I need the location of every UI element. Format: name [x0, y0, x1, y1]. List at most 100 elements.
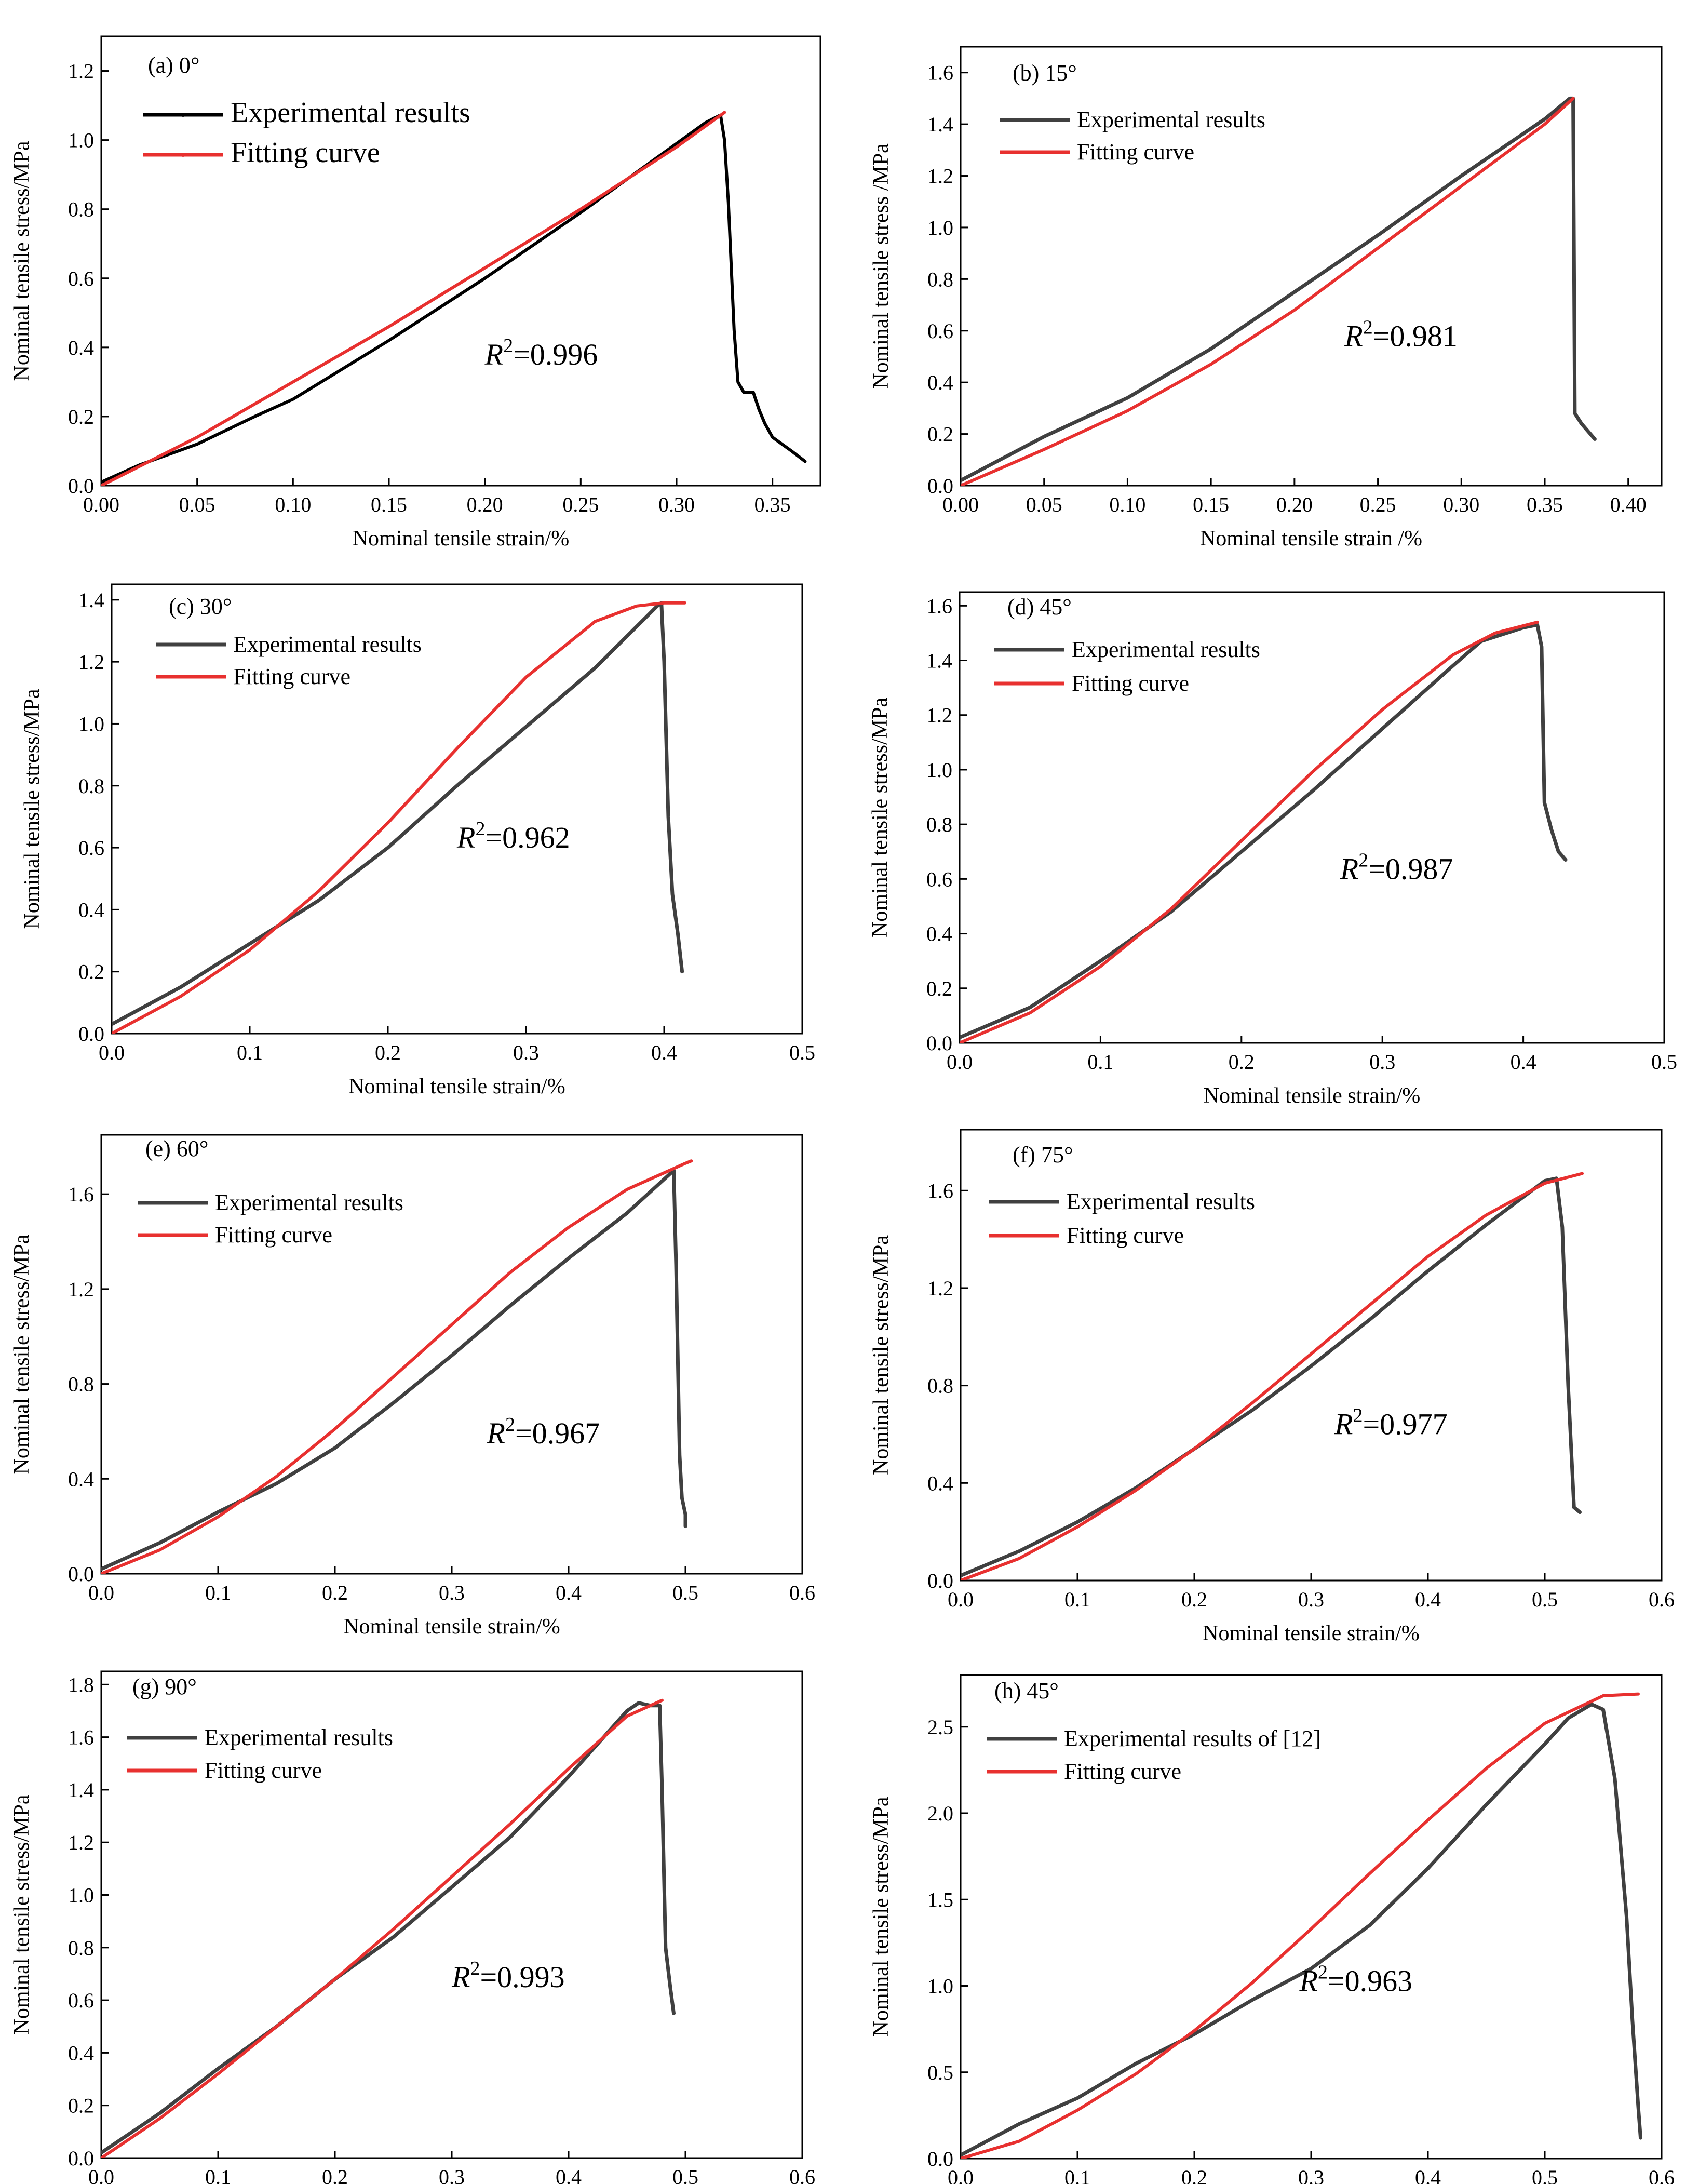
- y-tick-label: 0.0: [927, 2147, 953, 2170]
- r-squared-annotation: R2=0.996: [484, 335, 598, 371]
- r-superscript: 2: [470, 1958, 480, 1979]
- r-superscript: 2: [1358, 849, 1368, 871]
- x-tick-label: 0.10: [1109, 493, 1145, 516]
- x-axis-label: Nominal tensile strain/%: [343, 1615, 560, 1639]
- x-tick-label: 0.05: [1026, 493, 1062, 516]
- x-tick-label: 0.15: [371, 493, 407, 516]
- chart-panel-3: 0.0 0.1 0.2 0.3 0.4 0.5 0.0 0.2 0.4 0.6 0.8 1.0 1.2 1…: [20, 583, 815, 1098]
- y-axis-label: Nominal tensile stress /MPa: [869, 143, 893, 389]
- r-symbol: R: [1340, 852, 1358, 886]
- legend-label: Experimental results: [205, 1725, 393, 1750]
- y-tick-label: 0.2: [68, 2094, 94, 2118]
- experimental-series-line: [960, 623, 1568, 1039]
- x-tick-label: 0.2: [322, 1581, 348, 1604]
- legend: Experimental results Fitting curve: [994, 637, 1260, 696]
- x-tick-label: 0.4: [651, 1041, 677, 1064]
- y-tick-label: 0.0: [78, 1022, 104, 1046]
- r-squared-value: =0.963: [1328, 1964, 1412, 1998]
- r-squared-annotation: R2=0.987: [1340, 849, 1453, 886]
- y-axis-label: Nominal tensile stress/MPa: [868, 698, 892, 937]
- chart-panel-6: 0.0 0.1 0.2 0.3 0.4 0.5 0.6 0.0 0.4 0.8 1.2 1.6 Nomi…: [869, 1129, 1675, 1645]
- x-tick-label: 0.40: [1610, 493, 1647, 516]
- legend-label: Experimental results: [1067, 1189, 1255, 1214]
- x-tick-label: 0.0: [88, 2165, 114, 2184]
- experimental-series-line: [101, 1169, 687, 1571]
- legend-label: Experimental results: [215, 1190, 403, 1215]
- y-tick-label: 1.6: [927, 61, 953, 85]
- experimental-series-line: [101, 114, 807, 484]
- panel-title: (f) 75°: [1013, 1142, 1073, 1168]
- r-superscript: 2: [475, 818, 485, 840]
- y-tick-label: 0.8: [68, 1936, 94, 1960]
- legend-label: Fitting curve: [231, 137, 380, 169]
- y-tick-label: 1.8: [68, 1673, 94, 1696]
- y-tick-label: 0.8: [927, 1374, 953, 1398]
- r-symbol: R: [451, 1960, 470, 1994]
- y-tick-label: 0.6: [68, 267, 94, 290]
- x-tick-label: 0.2: [1181, 2166, 1207, 2184]
- x-tick-label: 0.15: [1193, 493, 1229, 516]
- legend-label: Experimental results of [12]: [1064, 1726, 1321, 1751]
- x-tick-label: 0.0: [948, 1588, 974, 1611]
- y-tick-label: 0.0: [927, 474, 953, 498]
- x-tick-label: 0.35: [754, 493, 791, 516]
- y-tick-label: 0.4: [68, 2041, 94, 2065]
- legend: Experimental results of [12] Fitting curv…: [987, 1726, 1321, 1784]
- r-symbol: R: [484, 338, 503, 371]
- y-axis-label: Nominal tensile stress/MPa: [10, 1234, 34, 1474]
- x-tick-label: 0.2: [1229, 1050, 1255, 1074]
- legend-label: Fitting curve: [1064, 1759, 1181, 1784]
- y-axis-label: Nominal tensile stress/MPa: [10, 1794, 34, 2034]
- r-symbol: R: [487, 1416, 505, 1450]
- y-tick-label: 1.2: [68, 1831, 94, 1854]
- r-squared-value: =0.996: [513, 338, 598, 371]
- fitting-curve-line: [101, 1159, 693, 1574]
- y-tick-label: 2.0: [927, 1802, 953, 1825]
- legend-label: Experimental results: [231, 97, 470, 129]
- chart-panel-4: 0.0 0.1 0.2 0.3 0.4 0.5 0.0 0.2 0.4 0.6 0.8 1.0 1.2 1…: [868, 591, 1677, 1108]
- x-tick-label: 0.10: [275, 493, 311, 516]
- r-squared-value: =0.981: [1373, 319, 1458, 353]
- fitting-curve-line: [112, 601, 686, 1034]
- r-symbol: R: [1299, 1964, 1318, 1998]
- x-tick-label: 0.05: [179, 493, 215, 516]
- plot-frame: [100, 35, 821, 487]
- y-tick-label: 0.2: [78, 960, 104, 984]
- y-tick-label: 1.6: [68, 1726, 94, 1749]
- fitting-curve-line: [961, 1172, 1584, 1580]
- y-tick-label: 0.6: [78, 836, 104, 860]
- x-tick-label: 0.1: [205, 2165, 231, 2184]
- panel-title: (g) 90°: [132, 1674, 197, 1699]
- y-tick-label: 0.8: [926, 813, 952, 836]
- y-tick-label: 1.0: [926, 758, 952, 782]
- y-tick-label: 0.4: [68, 1467, 94, 1491]
- y-axis-label: Nominal tensile stress/MPa: [869, 1797, 893, 2036]
- y-tick-label: 0.6: [927, 319, 953, 343]
- x-axis-label: Nominal tensile strain/%: [353, 527, 570, 551]
- chart-panel-5: 0.0 0.1 0.2 0.3 0.4 0.5 0.6 0.0 0.4 0.8 1.2 1.6 Nomi…: [10, 1134, 815, 1639]
- y-tick-label: 0.4: [927, 1471, 953, 1495]
- legend-label: Fitting curve: [1067, 1223, 1184, 1248]
- r-squared-annotation: R2=0.963: [1299, 1961, 1413, 1998]
- fitting-curve-line: [960, 620, 1539, 1043]
- y-tick-label: 2.5: [927, 1716, 953, 1739]
- y-tick-label: 1.4: [68, 1778, 94, 1802]
- panel-title: (b) 15°: [1013, 60, 1077, 86]
- x-tick-label: 0.5: [1532, 2166, 1558, 2184]
- r-squared-value: =0.977: [1363, 1407, 1447, 1441]
- y-tick-label: 0.6: [926, 867, 952, 891]
- legend-marker: [181, 153, 185, 157]
- x-tick-label: 0.3: [1298, 1588, 1324, 1611]
- fitting-curve-line: [961, 1692, 1640, 2159]
- fitting-curve-line: [961, 97, 1575, 486]
- x-tick-label: 0.3: [513, 1041, 539, 1064]
- y-tick-label: 0.4: [927, 371, 953, 394]
- y-tick-label: 0.6: [68, 1989, 94, 2012]
- panel-title: (h) 45°: [994, 1678, 1059, 1704]
- x-tick-label: 0.1: [205, 1581, 231, 1604]
- r-squared-annotation: R2=0.962: [456, 818, 570, 854]
- y-tick-label: 0.4: [78, 898, 104, 921]
- x-tick-label: 0.4: [1415, 2166, 1441, 2184]
- plot-frame: [959, 591, 1665, 1044]
- plot-frame: [111, 583, 803, 1035]
